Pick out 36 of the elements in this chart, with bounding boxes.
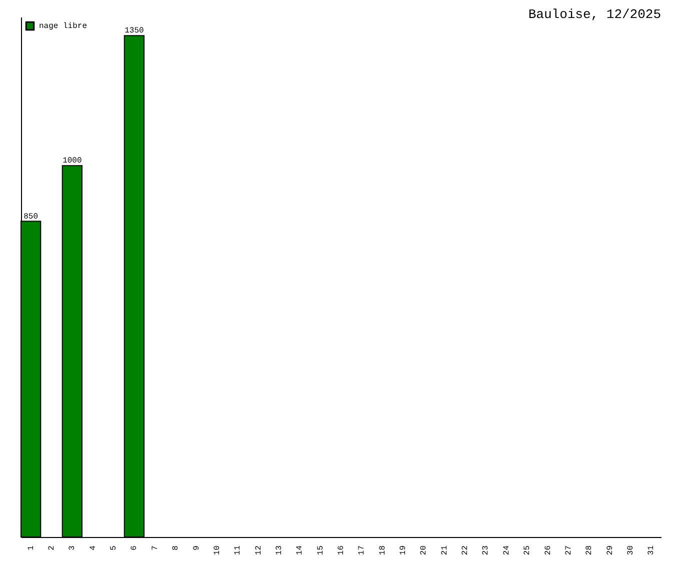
x-tick-label: 29 (606, 545, 615, 556)
x-tick-label: 9 (192, 545, 202, 550)
x-tick-label: 17 (358, 545, 367, 556)
x-tick-label: 12 (254, 545, 264, 556)
x-tick-label: 19 (399, 545, 408, 556)
x-tick-label: 16 (337, 545, 346, 556)
x-tick-label: 10 (212, 545, 222, 556)
x-tick-label: 18 (378, 545, 388, 556)
x-tick-label: 6 (130, 545, 140, 550)
x-tick-label: 8 (172, 545, 181, 550)
x-tick-label: 27 (564, 545, 574, 556)
data-label: 1000 (62, 156, 82, 166)
x-tick-label: 11 (234, 545, 243, 556)
x-tick-label: 28 (585, 545, 594, 556)
x-tick-label: 20 (420, 545, 429, 556)
x-tick-label: 15 (316, 545, 326, 556)
x-tick-label: 7 (150, 545, 160, 550)
x-tick-label: 22 (461, 545, 470, 556)
data-label: 850 (24, 212, 38, 222)
x-tick-label: 4 (88, 545, 98, 550)
x-tick-label: 23 (482, 545, 491, 556)
x-tick-label: 14 (296, 545, 305, 556)
x-tick-label: 2 (48, 545, 56, 550)
x-tick-label: 25 (523, 545, 532, 556)
x-tick-label: 31 (647, 545, 656, 556)
x-tick-label: 1 (26, 545, 36, 550)
x-tick-label: 13 (274, 545, 284, 556)
x-tick-label: 26 (544, 545, 553, 556)
data-label: 1350 (124, 26, 144, 36)
legend-label: nage libre (39, 22, 88, 31)
x-tick-label: 30 (626, 545, 636, 556)
x-tick-label: 24 (502, 545, 512, 556)
chart-title: Bauloise, 12/2025 (528, 7, 661, 22)
x-tick-label: 5 (110, 545, 119, 550)
x-tick-label: 21 (440, 545, 450, 556)
x-tick-label: 3 (68, 545, 78, 550)
